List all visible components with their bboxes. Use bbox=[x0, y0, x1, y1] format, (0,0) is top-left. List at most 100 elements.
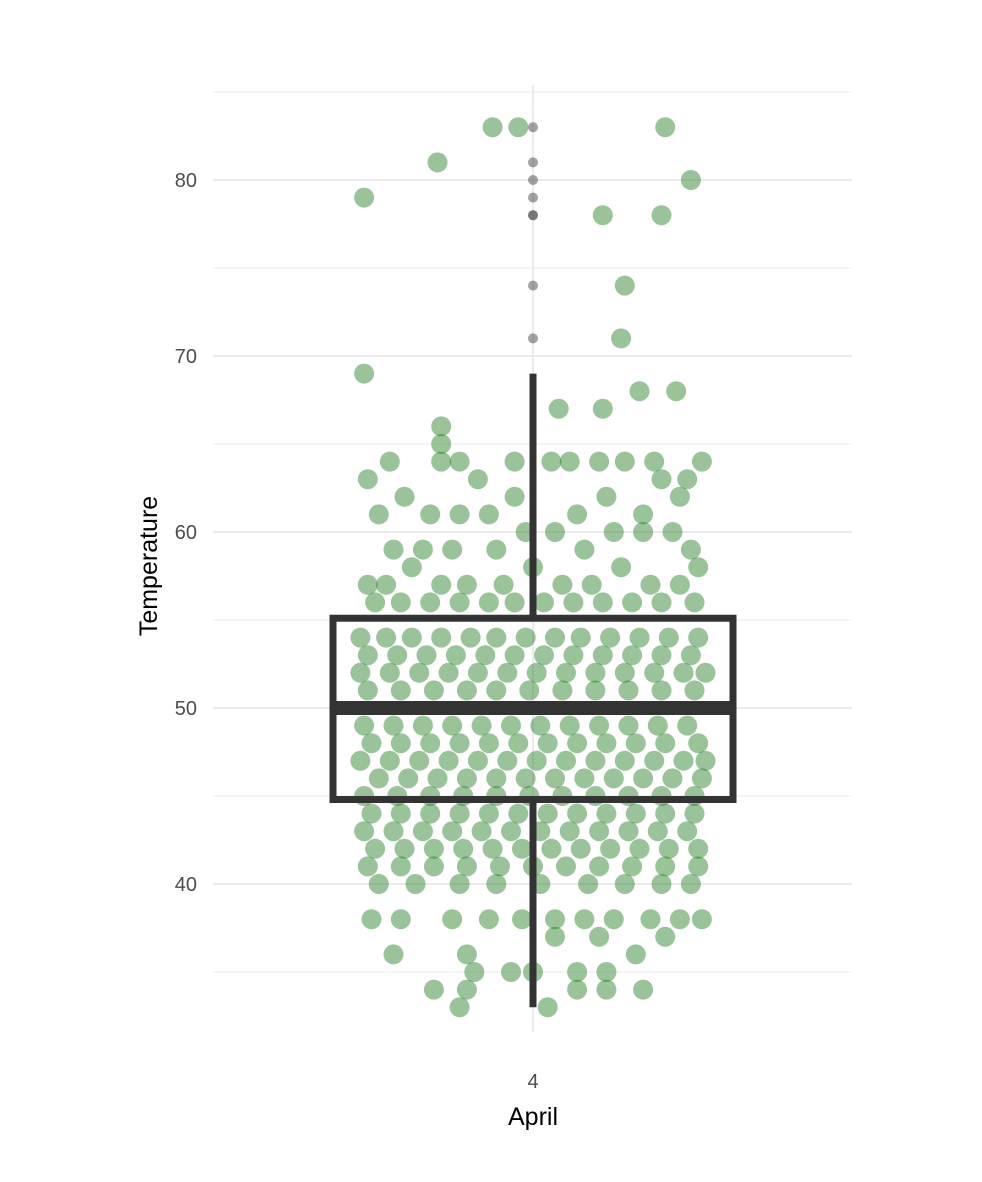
jitter-point bbox=[537, 803, 558, 824]
jitter-point bbox=[515, 627, 536, 648]
jitter-point bbox=[357, 856, 378, 877]
jitter-point bbox=[647, 821, 668, 842]
jitter-point bbox=[552, 680, 573, 701]
jitter-point bbox=[379, 451, 400, 472]
jitter-point bbox=[541, 451, 562, 472]
jitter-point bbox=[442, 821, 463, 842]
jitter-point bbox=[567, 979, 588, 1000]
axes: 40 50 60 70 80 4 April Temperature bbox=[135, 170, 558, 1131]
jitter-point bbox=[423, 856, 444, 877]
jitter-point bbox=[482, 117, 503, 138]
jitter-point bbox=[666, 381, 687, 402]
jitter-point bbox=[567, 962, 588, 982]
jitter-point bbox=[350, 662, 371, 683]
jitter-point bbox=[618, 680, 639, 701]
jitter-point bbox=[504, 486, 525, 507]
jitter-point bbox=[581, 574, 602, 595]
jitter-point bbox=[376, 574, 397, 595]
jitter-point bbox=[409, 750, 430, 771]
jitter-point bbox=[688, 838, 709, 859]
jitter-point bbox=[390, 909, 411, 930]
jitter-point bbox=[574, 909, 595, 930]
jitter-point bbox=[669, 486, 690, 507]
jitter-point bbox=[585, 662, 606, 683]
x-tick-label: 4 bbox=[527, 1071, 538, 1093]
jitter-point bbox=[574, 768, 595, 789]
jitter-point bbox=[442, 909, 463, 930]
jitter-point bbox=[545, 926, 565, 947]
jitter-point bbox=[449, 803, 470, 824]
jitter-point bbox=[427, 152, 448, 173]
jitter-point bbox=[398, 768, 419, 789]
jitter-point bbox=[526, 750, 547, 771]
jitter-point bbox=[453, 838, 474, 859]
jitter-point bbox=[365, 838, 386, 859]
jitter-point bbox=[651, 680, 672, 701]
jitter-point bbox=[456, 944, 477, 965]
jitter-point bbox=[592, 205, 613, 226]
jitter-point bbox=[596, 979, 617, 1000]
jitter-point bbox=[350, 750, 371, 771]
jitter-point bbox=[376, 627, 397, 648]
jitter-point bbox=[515, 768, 536, 789]
jitter-point bbox=[592, 398, 613, 419]
jitter-point bbox=[427, 768, 448, 789]
jitter-point bbox=[633, 504, 654, 525]
jitter-point bbox=[456, 680, 477, 701]
jitter-point bbox=[493, 574, 514, 595]
jitter-point bbox=[478, 733, 499, 754]
jitter-point bbox=[471, 715, 492, 736]
jitter-point bbox=[456, 574, 477, 595]
jitter-point bbox=[504, 645, 525, 666]
jitter-point bbox=[501, 962, 521, 982]
jitter-point bbox=[471, 821, 492, 842]
outlier-point bbox=[528, 192, 538, 203]
jitter-point bbox=[412, 821, 433, 842]
jitter-point bbox=[394, 838, 415, 859]
jitter-point bbox=[449, 504, 470, 525]
jitter-point bbox=[354, 715, 375, 736]
jitter-point bbox=[592, 645, 613, 666]
jitter-point bbox=[556, 662, 576, 683]
outlier-point bbox=[528, 122, 538, 133]
jitter-point bbox=[574, 539, 595, 560]
jitter-point bbox=[563, 645, 584, 666]
jitter-point bbox=[383, 944, 404, 965]
jitter-point bbox=[405, 874, 426, 894]
jitter-point bbox=[556, 856, 576, 877]
jitter-point bbox=[541, 838, 562, 859]
jitter-point bbox=[486, 680, 507, 701]
y-tick-label: 50 bbox=[175, 698, 197, 720]
jitter-point bbox=[600, 838, 621, 859]
jitter-point bbox=[431, 434, 452, 454]
y-tick-label: 60 bbox=[175, 522, 197, 544]
jitter-point bbox=[669, 574, 690, 595]
jitter-point bbox=[680, 645, 701, 666]
jitter-point bbox=[592, 592, 613, 613]
jitter-point bbox=[423, 838, 444, 859]
jitter-point bbox=[449, 874, 470, 894]
jitter-point bbox=[412, 715, 433, 736]
jitter-point bbox=[350, 627, 371, 648]
jitter-point bbox=[691, 909, 712, 930]
jitter-point bbox=[486, 768, 507, 789]
jitter-point bbox=[431, 416, 452, 437]
jitter-point bbox=[445, 645, 466, 666]
jitter-point bbox=[420, 733, 441, 754]
jitter-point bbox=[423, 680, 444, 701]
jitter-point bbox=[354, 363, 375, 384]
jitter-point bbox=[629, 838, 650, 859]
jitter-point bbox=[603, 522, 624, 542]
jitter-point bbox=[361, 733, 382, 754]
jitter-point bbox=[368, 874, 389, 894]
jitter-point bbox=[420, 803, 441, 824]
x-axis-title: April bbox=[508, 1103, 558, 1131]
jitter-point bbox=[475, 645, 496, 666]
jitter-point bbox=[442, 715, 463, 736]
jitter-point bbox=[420, 504, 441, 525]
jitter-point bbox=[537, 733, 558, 754]
jitter-point bbox=[688, 733, 709, 754]
jitter-point bbox=[614, 275, 635, 296]
jitter-point bbox=[423, 979, 444, 1000]
outlier-point bbox=[528, 280, 538, 291]
